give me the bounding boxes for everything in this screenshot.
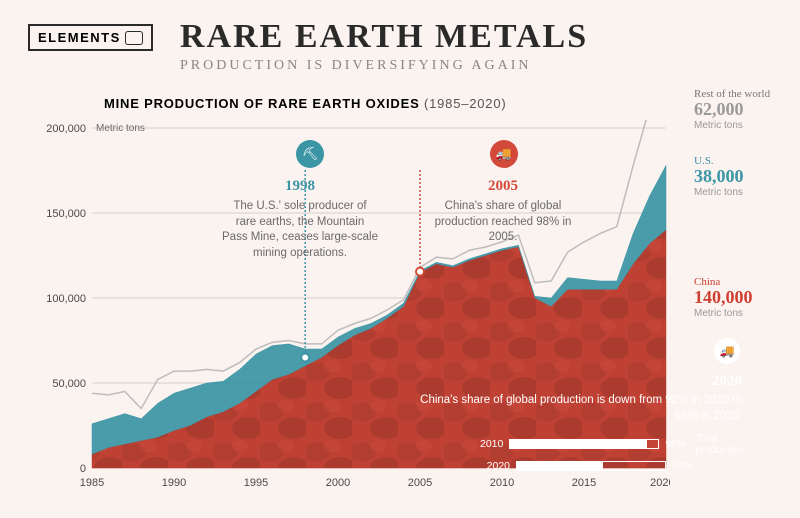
end-label-china: China 140,000 Metric tons <box>694 276 794 319</box>
bar-pct: 92% <box>665 439 685 450</box>
series-value: 140,000 <box>694 288 794 308</box>
svg-text:200,000: 200,000 <box>46 123 86 135</box>
bar-track <box>509 439 659 449</box>
share-bar-2010: 2010 92% Total production <box>480 432 740 456</box>
annotation-text: The U.S.' sole producer of rare earths, … <box>222 200 378 259</box>
series-value: 38,000 <box>694 167 794 187</box>
bar-track <box>516 461 666 471</box>
annotation-1998: 1998 The U.S.' sole producer of rare ear… <box>222 176 378 261</box>
mine-icon: ⛏ <box>296 140 324 168</box>
end-label-rest: Rest of the world 62,000 Metric tons <box>694 88 794 131</box>
annotation-text: China's share of global production reach… <box>435 200 572 243</box>
svg-text:0: 0 <box>80 463 86 475</box>
svg-text:2015: 2015 <box>572 477 596 489</box>
series-unit: Metric tons <box>694 308 794 319</box>
brand-icon <box>125 31 143 45</box>
chart-title: MINE PRODUCTION OF RARE EARTH OXIDES (19… <box>104 96 507 111</box>
svg-text:1985: 1985 <box>80 477 104 489</box>
chart-title-main: MINE PRODUCTION OF RARE EARTH OXIDES <box>104 96 420 111</box>
svg-text:1995: 1995 <box>244 477 268 489</box>
page-subtitle: PRODUCTION IS DIVERSIFYING AGAIN <box>180 58 532 74</box>
annotation-year: 2005 <box>432 176 574 196</box>
bar-fill <box>517 462 603 470</box>
annotation-year: 2020 <box>712 373 742 389</box>
svg-text:1990: 1990 <box>162 477 186 489</box>
bar-year: 2020 <box>480 460 510 472</box>
truck-icon: 🚚 <box>490 140 518 168</box>
end-label-us: U.S. 38,000 Metric tons <box>694 155 794 198</box>
svg-text:2005: 2005 <box>408 477 432 489</box>
annotation-text: China's share of global production is do… <box>420 394 742 422</box>
annotation-year: 1998 <box>222 176 378 196</box>
svg-text:2020E: 2020E <box>650 477 670 489</box>
share-bar-2020: 2020 58% <box>480 460 740 472</box>
page-title: RARE EARTH METALS <box>180 18 588 56</box>
series-value: 62,000 <box>694 100 794 120</box>
svg-text:Metric tons: Metric tons <box>96 123 145 134</box>
svg-text:50,000: 50,000 <box>52 378 86 390</box>
svg-text:150,000: 150,000 <box>46 208 86 220</box>
end-value-labels: Rest of the world 62,000 Metric tons U.S… <box>694 88 794 333</box>
annotation-2005: 2005 China's share of global production … <box>432 176 574 246</box>
svg-text:2000: 2000 <box>326 477 350 489</box>
series-unit: Metric tons <box>694 187 794 198</box>
truck-icon: 🚚 <box>714 338 740 364</box>
bar-total-label: Total production <box>695 432 744 456</box>
svg-text:100,000: 100,000 <box>46 293 86 305</box>
brand-text: ELEMENTS <box>38 30 121 45</box>
bar-fill <box>510 440 646 448</box>
svg-text:2010: 2010 <box>490 477 514 489</box>
share-bars: 2010 92% Total production 2020 58% <box>480 428 740 472</box>
annotation-2020: 2020 China's share of global production … <box>412 371 742 424</box>
bar-year: 2010 <box>480 438 503 450</box>
series-unit: Metric tons <box>694 120 794 131</box>
brand-badge: ELEMENTS <box>28 24 153 51</box>
chart-title-range: (1985–2020) <box>424 96 507 111</box>
bar-pct: 58% <box>672 461 692 472</box>
